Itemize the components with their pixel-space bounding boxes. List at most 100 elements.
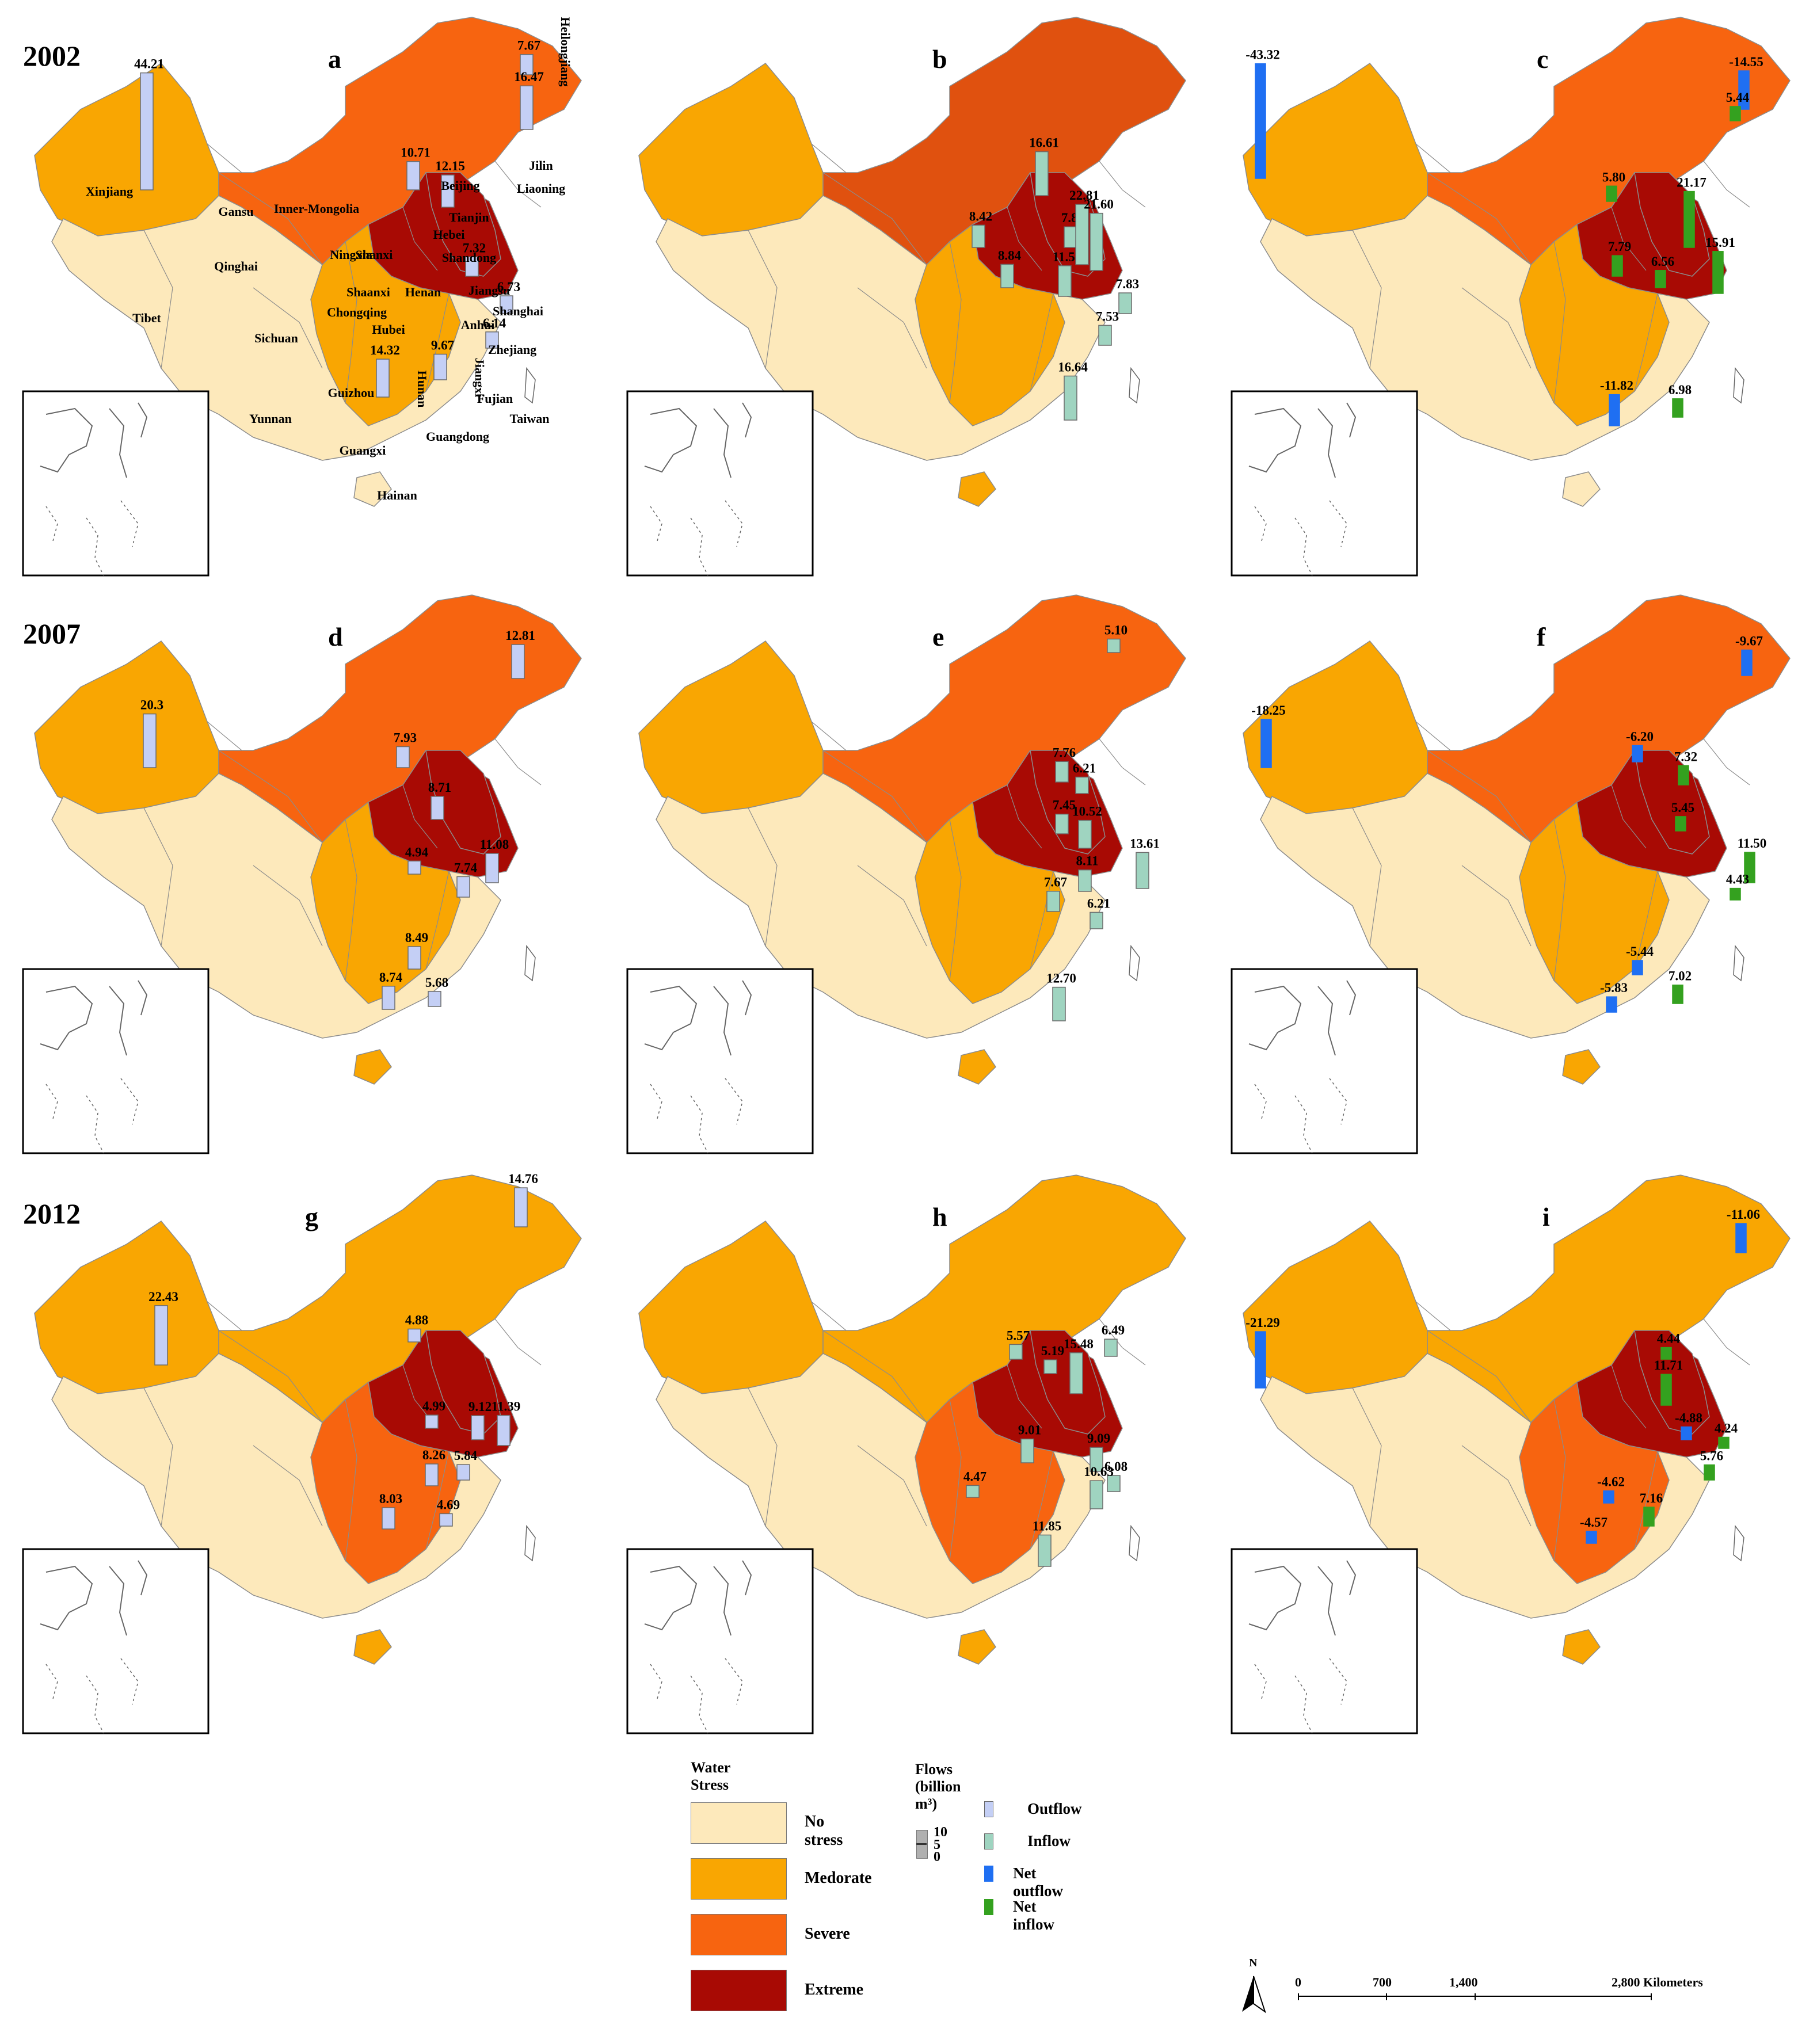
flow-bar-a-4 — [520, 85, 534, 130]
flow-bar-i-3 — [1660, 1374, 1672, 1406]
flow-value-i-0: -21.29 — [1245, 1315, 1279, 1330]
flow-bar-e-6 — [1046, 890, 1060, 912]
flow-value-c-0: -43.32 — [1245, 48, 1279, 62]
flow-bar-i-6 — [1704, 1464, 1715, 1481]
flow-value-d-1: 12.81 — [505, 628, 535, 643]
taiwan-outline — [1129, 367, 1140, 404]
flow-value-g-2: 4.88 — [405, 1313, 428, 1328]
region-core — [1634, 750, 1710, 855]
province-boundary-6 — [1099, 1318, 1146, 1366]
region-hainan — [353, 1049, 392, 1085]
flow-bar-d-7 — [407, 946, 421, 970]
inset-frame — [626, 390, 814, 577]
flow-bar-e-4 — [1078, 819, 1092, 849]
flow-bar-g-0 — [154, 1305, 168, 1366]
flow-bar-c-9 — [1672, 398, 1683, 418]
flow-value-e-3: 7.45 — [1053, 798, 1076, 813]
scale-bar-seg-2 — [1386, 1993, 1387, 2000]
flow-bar-d-4 — [407, 860, 421, 875]
province-boundary-0 — [822, 172, 927, 265]
province-boundary-0 — [822, 750, 927, 843]
flow-bar-i-2 — [1660, 1347, 1672, 1360]
inset-frame — [22, 390, 209, 577]
inset-frame — [626, 1548, 814, 1734]
south-china-sea-inset — [1231, 390, 1418, 577]
flow-bar-i-1 — [1735, 1223, 1747, 1253]
taiwan-outline — [1733, 944, 1744, 982]
inset-frame — [1231, 1548, 1418, 1734]
flow-bar-a-6 — [500, 295, 513, 314]
flow-value-a-0: 44.21 — [134, 57, 164, 71]
map-panel-e: 5.107.766.217.4510.5213.617.678.116.2112… — [626, 594, 1186, 1154]
water-stress-title: Water Stress — [691, 1759, 730, 1793]
flow-value-c-5: 7.79 — [1608, 239, 1631, 254]
flow-bar-d-9 — [428, 991, 441, 1007]
region-hainan — [1562, 1629, 1601, 1665]
province-boundary-6 — [1703, 1318, 1750, 1366]
flow-bar-c-0 — [1255, 63, 1266, 179]
flow-value-h-4: 9.01 — [1018, 1423, 1041, 1437]
province-boundary-5 — [1634, 1451, 1658, 1550]
province-label-shandong: Shandong — [442, 250, 496, 265]
province-boundary-7 — [811, 143, 847, 173]
flow-bar-i-0 — [1255, 1331, 1266, 1389]
province-label-qinghai: Qinghai — [214, 259, 258, 273]
flow-value-g-7: 5.84 — [454, 1448, 478, 1463]
flow-bar-h-5 — [1090, 1447, 1103, 1472]
flow-bar-b-0 — [1035, 151, 1049, 196]
province-label-heilongjiang: Heilongjiang — [558, 17, 573, 86]
flow-value-b-5: 22.81 — [1069, 188, 1099, 203]
flow-bar-h-2 — [1069, 1352, 1083, 1394]
province-boundary-6 — [494, 738, 542, 785]
province-boundary-3 — [1461, 1445, 1532, 1527]
flow-value-d-4: 4.94 — [405, 845, 429, 859]
panel-letter-a: a — [328, 44, 341, 74]
flow-scale-5: 5 — [934, 1837, 940, 1852]
flow-bar-g-6 — [425, 1463, 439, 1486]
flow-value-e-0: 5.10 — [1104, 623, 1127, 638]
scale-bar-seg-4 — [1651, 1993, 1652, 2000]
flow-bar-f-7 — [1632, 960, 1643, 975]
province-boundary-5 — [1030, 1451, 1054, 1550]
flow-bar-e-1 — [1055, 761, 1069, 783]
scale-bar-seg-1 — [1298, 1993, 1299, 2000]
flow-bar-b-5 — [1075, 204, 1089, 265]
flow-bar-h-4 — [1020, 1438, 1034, 1463]
province-boundary-6 — [1703, 738, 1750, 785]
province-boundary-4 — [1611, 1364, 1647, 1429]
flow-value-c-1: -14.55 — [1729, 55, 1763, 69]
province-label-hebei: Hebei — [433, 227, 465, 242]
province-label-hubei: Hubei — [372, 322, 405, 337]
flow-bar-b-3 — [1058, 265, 1072, 297]
flow-value-b-1: 8.42 — [969, 209, 992, 223]
label-severe: Severe — [805, 1925, 850, 1943]
flow-value-i-4: -4.88 — [1675, 1411, 1702, 1425]
region-hainan — [353, 1629, 392, 1665]
flow-bar-d-0 — [143, 713, 157, 768]
province-label-xinjiang: Xinjiang — [86, 184, 133, 199]
province-boundary-7 — [1415, 143, 1451, 173]
flow-bar-c-5 — [1612, 255, 1623, 277]
province-boundary-2 — [748, 807, 778, 947]
region-hainan — [958, 1629, 996, 1665]
province-label-beijing: Beijing — [441, 178, 479, 193]
province-boundary-6 — [494, 1318, 542, 1366]
flow-bar-a-5 — [465, 256, 479, 277]
label-net-inflow: Net inflow — [1013, 1898, 1055, 1933]
panel-letter-b: b — [932, 44, 947, 74]
province-boundary-1 — [1553, 819, 1566, 981]
province-boundary-1 — [949, 819, 962, 981]
flow-value-d-3: 8.71 — [428, 780, 451, 795]
flow-value-c-2: 5.44 — [1726, 90, 1750, 105]
flow-value-g-0: 22.43 — [148, 1290, 178, 1304]
taiwan-outline — [524, 367, 536, 404]
province-label-shanghai: Shanghai — [493, 304, 543, 318]
inset-frame — [22, 1548, 209, 1734]
flow-value-g-5: 11.39 — [492, 1399, 520, 1414]
flow-value-h-2: 15.48 — [1064, 1337, 1094, 1351]
year-label-2007: 2007 — [23, 617, 81, 650]
province-label-hainan: Hainan — [377, 488, 417, 502]
flow-value-f-8: -5.83 — [1600, 981, 1628, 995]
flow-value-g-4: 9.12 — [468, 1399, 492, 1414]
